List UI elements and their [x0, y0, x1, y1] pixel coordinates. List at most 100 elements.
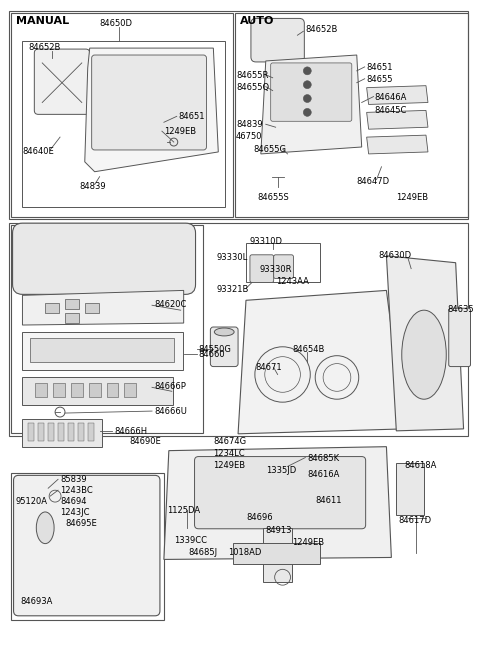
Bar: [246, 243, 320, 282]
Polygon shape: [367, 111, 428, 129]
Text: 84654B: 84654B: [292, 345, 325, 354]
Bar: [88, 423, 94, 441]
Text: 84645C: 84645C: [374, 107, 407, 115]
Bar: [53, 383, 65, 397]
Bar: [11, 225, 204, 433]
Bar: [68, 423, 74, 441]
Ellipse shape: [402, 310, 446, 399]
Text: 93330L: 93330L: [216, 253, 248, 262]
Polygon shape: [367, 86, 428, 104]
Text: 84694: 84694: [60, 497, 86, 506]
Bar: [235, 14, 468, 217]
Text: 95120A: 95120A: [15, 497, 48, 506]
FancyBboxPatch shape: [35, 49, 90, 115]
Polygon shape: [85, 48, 218, 172]
Bar: [9, 12, 468, 219]
Polygon shape: [261, 55, 362, 154]
Bar: [38, 423, 44, 441]
Bar: [11, 474, 164, 620]
Bar: [23, 41, 225, 208]
Polygon shape: [386, 256, 464, 431]
Bar: [58, 423, 64, 441]
Text: MANUAL: MANUAL: [15, 16, 69, 26]
Text: 84666P: 84666P: [154, 383, 186, 392]
Text: 84630D: 84630D: [379, 251, 412, 260]
Text: 93310D: 93310D: [250, 237, 283, 246]
Circle shape: [303, 81, 311, 88]
FancyBboxPatch shape: [210, 327, 238, 367]
Polygon shape: [367, 135, 428, 154]
Text: AUTO: AUTO: [240, 16, 275, 26]
Text: 84616A: 84616A: [307, 470, 340, 479]
Text: 84655S: 84655S: [258, 193, 289, 202]
Bar: [396, 464, 424, 515]
Ellipse shape: [215, 328, 234, 336]
Text: 84696: 84696: [246, 513, 273, 522]
Text: 84640E: 84640E: [23, 147, 54, 156]
Text: 1243JC: 1243JC: [60, 508, 90, 517]
Polygon shape: [23, 290, 184, 325]
FancyBboxPatch shape: [13, 476, 160, 616]
Text: 46750: 46750: [236, 132, 263, 141]
Bar: [107, 383, 119, 397]
FancyBboxPatch shape: [194, 457, 366, 529]
FancyBboxPatch shape: [92, 55, 206, 150]
Text: 1243AA: 1243AA: [276, 276, 309, 286]
Polygon shape: [238, 290, 404, 434]
Polygon shape: [164, 447, 391, 559]
Text: 1249EB: 1249EB: [164, 127, 196, 136]
Text: 1249EB: 1249EB: [292, 538, 324, 547]
Text: 84647D: 84647D: [357, 177, 390, 185]
Ellipse shape: [36, 512, 54, 544]
Text: 84652B: 84652B: [28, 43, 61, 52]
Bar: [233, 542, 320, 565]
FancyBboxPatch shape: [274, 255, 293, 278]
Text: 84685J: 84685J: [189, 548, 218, 557]
Text: 1234LC: 1234LC: [213, 449, 245, 458]
FancyBboxPatch shape: [12, 223, 195, 294]
Bar: [9, 223, 468, 436]
Bar: [85, 303, 98, 313]
Text: 84617D: 84617D: [398, 516, 432, 525]
Text: 84651: 84651: [179, 113, 205, 121]
Circle shape: [303, 94, 311, 102]
Text: 84671: 84671: [256, 363, 283, 371]
Text: 84550G: 84550G: [199, 345, 231, 354]
Text: 84913: 84913: [266, 526, 292, 534]
Text: 84650D: 84650D: [99, 20, 132, 28]
Bar: [28, 423, 35, 441]
Circle shape: [303, 109, 311, 117]
Bar: [71, 383, 83, 397]
Bar: [263, 528, 292, 582]
Text: 1335JD: 1335JD: [266, 466, 296, 476]
FancyBboxPatch shape: [271, 63, 352, 121]
Text: 1018AD: 1018AD: [228, 548, 262, 557]
Text: 84655G: 84655G: [253, 145, 286, 154]
Text: 84655Q: 84655Q: [236, 83, 269, 92]
Text: 84690E: 84690E: [129, 437, 161, 446]
Bar: [124, 383, 136, 397]
FancyBboxPatch shape: [30, 338, 174, 362]
Text: 1125DA: 1125DA: [167, 506, 200, 515]
Text: 1243BC: 1243BC: [60, 486, 93, 495]
Bar: [78, 423, 84, 441]
Bar: [45, 303, 59, 313]
FancyBboxPatch shape: [23, 377, 173, 405]
Text: 84651: 84651: [367, 63, 393, 72]
Bar: [11, 14, 233, 217]
Text: 1249EB: 1249EB: [213, 460, 245, 470]
Text: 84611: 84611: [315, 496, 342, 505]
Bar: [48, 423, 54, 441]
Text: 1249EB: 1249EB: [396, 193, 429, 202]
Text: 93321B: 93321B: [216, 286, 249, 295]
Text: 93330R: 93330R: [260, 265, 292, 274]
FancyBboxPatch shape: [449, 309, 470, 367]
Text: 84635: 84635: [448, 305, 474, 314]
Text: 84652B: 84652B: [305, 26, 338, 34]
Bar: [36, 383, 47, 397]
Text: 84660: 84660: [199, 350, 225, 359]
Text: 84685K: 84685K: [307, 454, 339, 462]
Circle shape: [303, 67, 311, 75]
Text: 84693A: 84693A: [21, 597, 53, 606]
Text: 84695E: 84695E: [65, 519, 97, 528]
